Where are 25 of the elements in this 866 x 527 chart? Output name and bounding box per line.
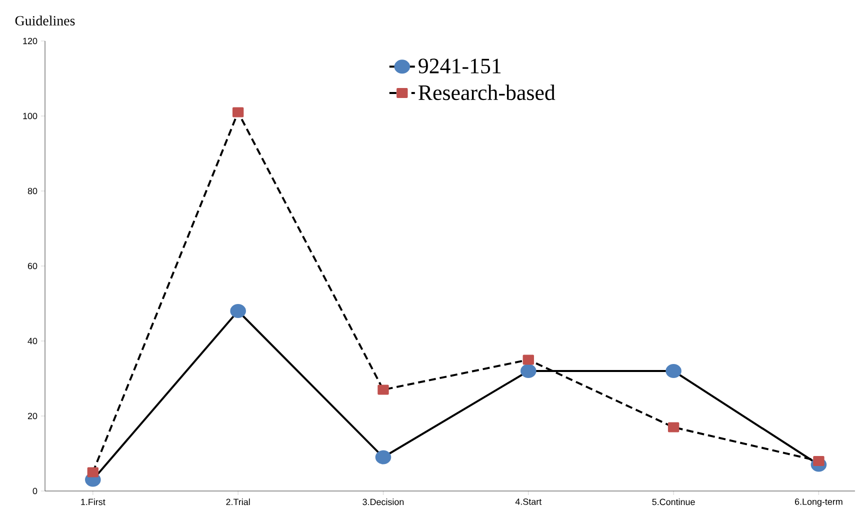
- y-tick-label: 100: [23, 112, 38, 120]
- legend-label: 9241-151: [418, 58, 501, 74]
- x-tick-label: 4.Start: [515, 498, 542, 505]
- point: [378, 384, 389, 395]
- point: [375, 450, 392, 464]
- point: [230, 304, 246, 318]
- x-tick-label: 3.Decision: [362, 498, 404, 506]
- point: [666, 364, 682, 378]
- point: [520, 364, 536, 378]
- y-tick-label: 120: [23, 38, 38, 44]
- legend-label: Research-based: [418, 84, 556, 100]
- x-tick-label: 2.Trial: [226, 498, 250, 506]
- x-tick-label: 5.Continue: [652, 498, 695, 506]
- point: [522, 354, 534, 365]
- y-tick-label: 40: [28, 338, 38, 344]
- y-tick-label: 0: [32, 488, 38, 494]
- y-axis-title: Guidelines: [15, 16, 75, 26]
- y-tick-label: 80: [28, 188, 38, 194]
- y-tick-label: 60: [28, 262, 38, 270]
- y-tick-label: 20: [28, 412, 38, 420]
- point: [668, 422, 680, 432]
- point: [87, 467, 99, 478]
- point: [232, 107, 244, 118]
- x-tick-label: 1.First: [81, 498, 106, 506]
- x-tick-label: 6.Long-term: [795, 498, 842, 507]
